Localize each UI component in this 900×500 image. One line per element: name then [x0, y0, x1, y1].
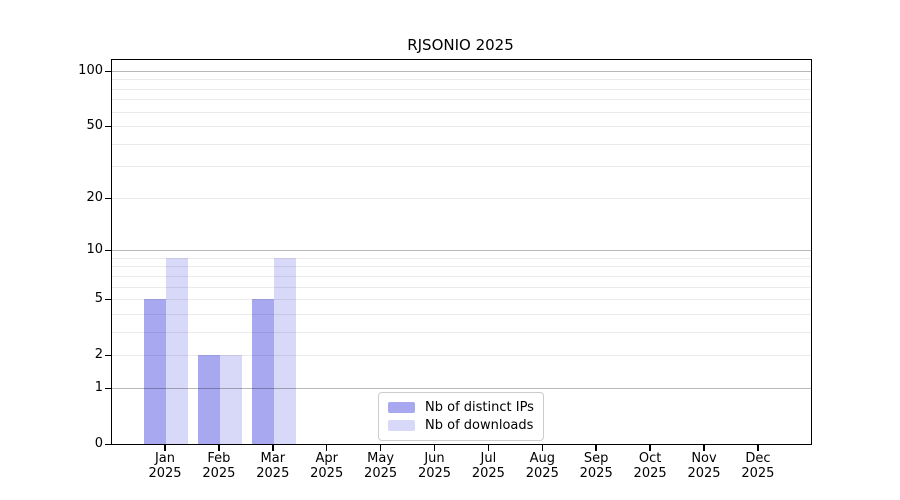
legend-label: Nb of downloads	[425, 418, 534, 433]
x-tick-label: Aug 2025	[502, 451, 582, 481]
x-axis-tick	[433, 444, 436, 451]
bar-nb-of-downloads-feb	[219, 355, 242, 444]
year-label: 2025	[633, 466, 667, 481]
x-tick-label: May 2025	[341, 451, 421, 481]
legend: Nb of distinct IPs Nb of downloads	[378, 392, 544, 441]
minor-gridline	[112, 286, 811, 288]
month-label: Feb	[207, 451, 231, 466]
y-tick-label: 2	[94, 347, 103, 363]
minor-gridline	[112, 313, 811, 315]
year-label: 2025	[417, 466, 452, 481]
chart-title: RJSONIO 2025	[407, 36, 514, 54]
x-axis-tick	[487, 444, 490, 451]
y-axis-tick	[105, 298, 111, 301]
major-gridline	[112, 387, 811, 389]
legend-swatch-nb-of-distinct-ips	[388, 402, 415, 413]
legend-row: Nb of distinct IPs	[388, 399, 534, 416]
x-axis-tick	[541, 444, 544, 451]
month-label: Sep	[583, 451, 609, 466]
legend-row: Nb of downloads	[388, 417, 534, 434]
minor-gridline	[112, 166, 811, 168]
minor-gridline	[112, 99, 811, 101]
year-label: 2025	[525, 466, 559, 481]
y-axis-tick	[105, 443, 111, 446]
x-tick-label: Oct 2025	[610, 451, 690, 481]
major-gridline	[112, 70, 811, 72]
x-axis-tick	[218, 444, 220, 451]
major-gridline	[112, 250, 811, 252]
x-tick-label: Jan 2025	[125, 451, 205, 481]
minor-gridline	[112, 126, 811, 128]
month-label: Oct	[638, 451, 662, 466]
minor-gridline	[112, 275, 811, 277]
minor-gridline	[112, 257, 811, 259]
month-label: Mar	[260, 451, 286, 466]
y-axis-tick	[105, 125, 111, 128]
x-tick-label: Apr 2025	[287, 451, 367, 481]
y-axis-tick	[105, 387, 111, 390]
x-axis-tick	[325, 444, 328, 451]
y-tick-label: 5	[94, 291, 103, 307]
year-label: 2025	[202, 466, 236, 481]
month-label: Jun	[424, 451, 445, 466]
year-label: 2025	[256, 466, 290, 481]
minor-gridline	[112, 143, 811, 145]
x-axis-tick	[757, 444, 759, 451]
y-tick-label: 50	[86, 118, 103, 134]
minor-gridline	[112, 79, 811, 81]
month-label: Dec	[745, 451, 771, 466]
x-axis-tick	[379, 444, 382, 451]
minor-gridline	[112, 331, 811, 333]
bar-nb-of-downloads-mar	[273, 257, 296, 444]
x-tick-label: Mar 2025	[233, 451, 313, 481]
y-tick-label: 100	[78, 62, 103, 78]
y-tick-label: 1	[94, 379, 103, 395]
minor-gridline	[112, 266, 811, 268]
minor-gridline	[112, 299, 811, 301]
year-label: 2025	[741, 466, 775, 481]
x-tick-label: Nov 2025	[664, 451, 744, 481]
minor-gridline	[112, 355, 811, 357]
x-axis-tick	[164, 444, 166, 451]
year-label: 2025	[364, 466, 398, 481]
minor-gridline	[112, 88, 811, 90]
year-label: 2025	[687, 466, 721, 481]
year-label: 2025	[148, 466, 182, 481]
month-label: May	[367, 451, 395, 466]
bar-nb-of-distinct-ips-feb	[197, 355, 220, 444]
x-tick-label: Jul 2025	[448, 451, 528, 481]
month-label: Jul	[480, 451, 497, 466]
x-tick-label: Dec 2025	[718, 451, 798, 481]
month-label: Jan	[154, 451, 176, 466]
year-label: 2025	[310, 466, 344, 481]
bar-nb-of-downloads-jan	[166, 257, 188, 444]
x-axis-tick	[595, 444, 597, 451]
bar-nb-of-distinct-ips-mar	[251, 299, 274, 444]
x-axis-tick	[703, 444, 705, 451]
y-tick-label: 20	[86, 189, 103, 205]
y-axis-tick	[105, 197, 111, 200]
y-tick-label: 10	[86, 242, 103, 258]
bar-nb-of-distinct-ips-jan	[144, 299, 166, 444]
month-label: Aug	[529, 451, 555, 466]
year-label: 2025	[471, 466, 505, 481]
legend-swatch-nb-of-downloads	[388, 420, 415, 431]
minor-gridline	[112, 111, 811, 113]
x-axis-tick	[649, 444, 651, 451]
x-tick-label: Jun 2025	[395, 451, 475, 481]
legend-label: Nb of distinct IPs	[425, 400, 534, 415]
y-tick-label: 0	[94, 436, 103, 451]
minor-gridline	[112, 197, 811, 199]
x-tick-label: Feb 2025	[179, 451, 259, 481]
x-tick-label: Sep 2025	[556, 451, 636, 481]
plot-area	[111, 59, 812, 445]
month-label: Nov	[691, 451, 717, 466]
y-axis-tick	[105, 354, 111, 357]
y-axis-tick	[105, 249, 111, 252]
year-label: 2025	[579, 466, 613, 481]
month-label: Apr	[315, 451, 338, 466]
x-axis-tick	[272, 444, 274, 451]
y-axis-tick	[105, 70, 111, 73]
